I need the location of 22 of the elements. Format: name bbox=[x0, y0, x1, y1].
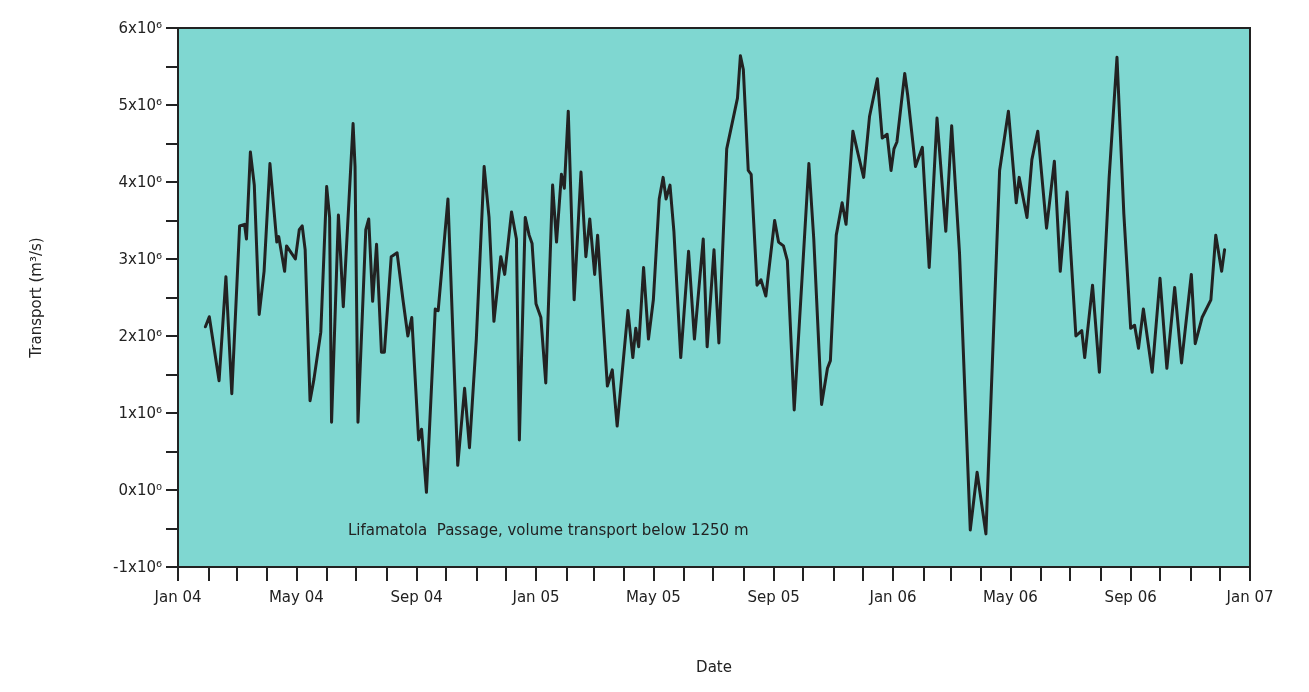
y-tick-label: 0x10⁰ bbox=[118, 481, 162, 499]
y-axis-title: Transport (m³/s) bbox=[26, 237, 45, 359]
line-series bbox=[203, 54, 1227, 536]
y-tick-label: 4x10⁶ bbox=[118, 173, 162, 191]
x-tick-label: Jan 07 bbox=[1225, 587, 1274, 606]
annotation: Lifamatola Passage, volume transport below 1250 m bbox=[348, 520, 749, 539]
x-tick-label: May 05 bbox=[625, 587, 681, 606]
x-tick-label: Jan 06 bbox=[868, 587, 917, 606]
x-tick-label: Sep 06 bbox=[1104, 587, 1157, 606]
x-tick-label: May 06 bbox=[982, 587, 1038, 606]
x-tick-label: Sep 04 bbox=[390, 587, 443, 606]
x-axis-title: Date bbox=[696, 657, 732, 676]
y-tick-label: -1x10⁶ bbox=[113, 558, 162, 576]
y-tick-label: 1x10⁶ bbox=[118, 404, 162, 422]
y-tick-label: 5x10⁶ bbox=[118, 96, 162, 114]
y-tick-label: 3x10⁶ bbox=[118, 250, 162, 268]
x-tick-label: May 04 bbox=[268, 587, 324, 606]
x-tick-label: Sep 05 bbox=[747, 587, 800, 606]
y-tick-label: 6x10⁶ bbox=[118, 19, 162, 37]
x-tick-label: Jan 04 bbox=[153, 587, 202, 606]
y-tick-label: 2x10⁶ bbox=[118, 327, 162, 345]
x-tick-label: Jan 05 bbox=[511, 587, 560, 606]
